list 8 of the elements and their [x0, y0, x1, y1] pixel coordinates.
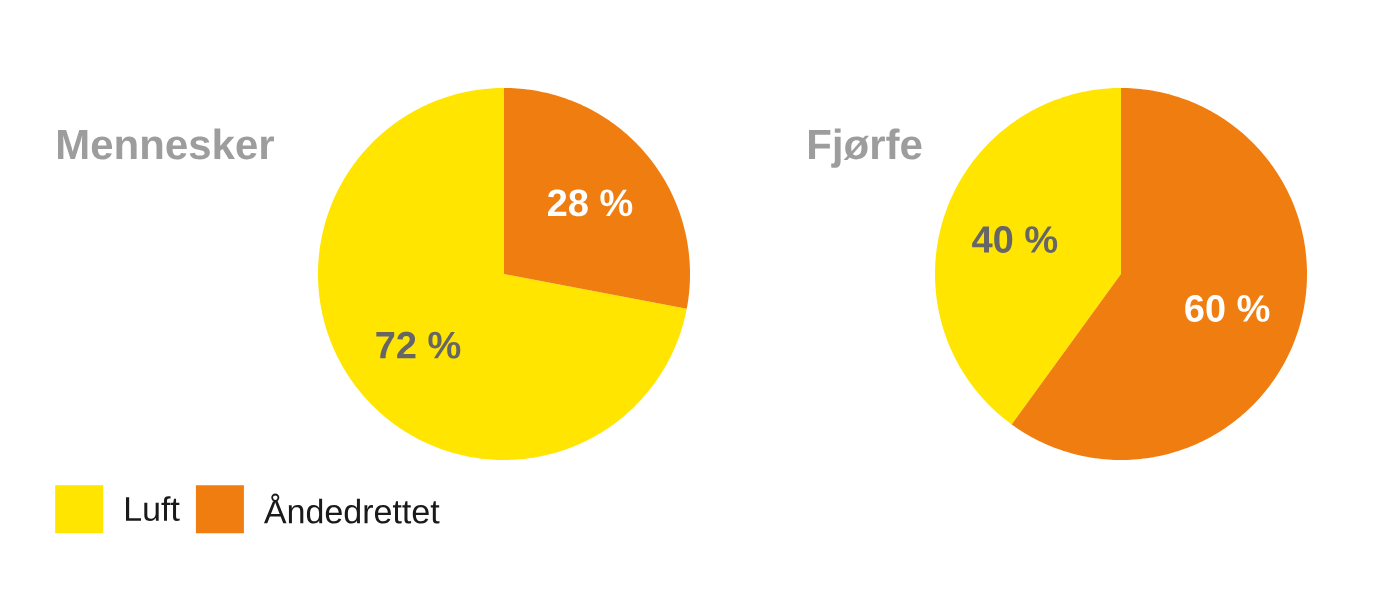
data-label: 60 % [1185, 295, 1270, 322]
text: Fjørfe [809, 128, 922, 168]
legend-label: Luft [125, 496, 180, 522]
data-label: 40 % [972, 226, 1058, 253]
data-label: 72 % [376, 331, 461, 359]
data-label: 28 % [548, 189, 633, 217]
legend-label: Åndedrettet [263, 493, 440, 524]
text: Mennesker [58, 128, 274, 160]
